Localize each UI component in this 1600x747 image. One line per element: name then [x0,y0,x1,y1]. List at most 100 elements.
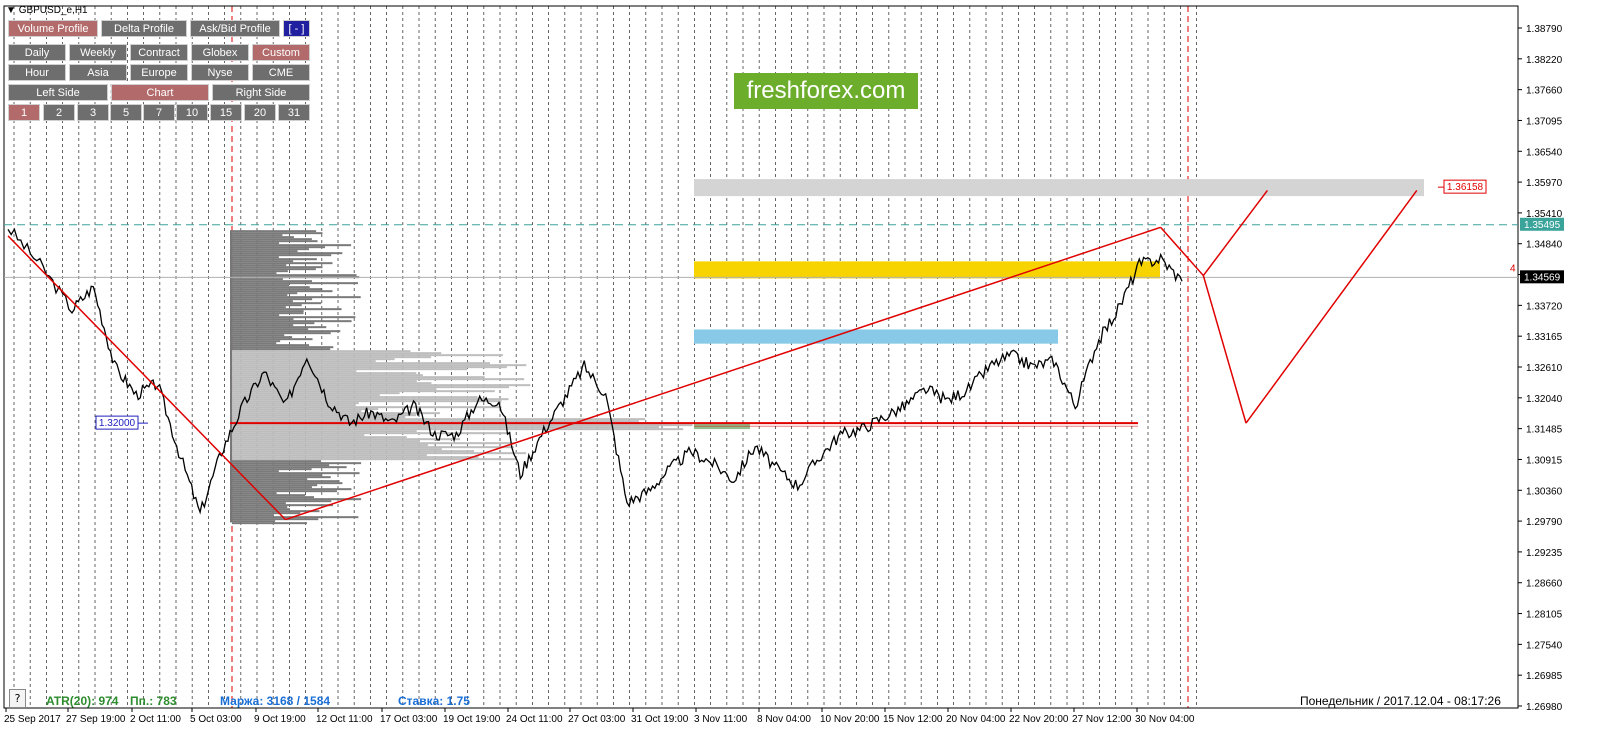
profile-bar [232,330,341,333]
profile-bar [232,410,362,413]
profile-bar [232,306,286,309]
profile-bar [232,266,323,269]
toolbar-button-20[interactable]: 20 [244,104,276,121]
toolbar-button-custom[interactable]: Custom [252,44,310,61]
profile-bar [232,406,502,409]
brand-logo: freshforex.com [734,73,918,109]
profile-bar [232,412,440,415]
profile-bar [232,480,340,483]
profile-bar [232,452,527,455]
profile-bar [232,294,288,297]
profile-bar [232,436,407,439]
toolbar-button-delta-profile[interactable]: Delta Profile [101,20,187,37]
toolbar-button-7[interactable]: 7 [143,104,175,121]
toolbar-button-globex[interactable]: Globex [191,44,249,61]
x-tick-label: 27 Nov 12:00 [1072,714,1132,725]
y-tick-label: 1.35410 [1526,209,1563,220]
profile-bar [232,518,319,521]
profile-bar [232,238,312,241]
toolbar-button-europe[interactable]: Europe [130,64,188,81]
price-tag-box [1520,217,1564,231]
profile-bar [232,474,322,477]
x-tick-label: 30 Nov 04:00 [1135,714,1195,725]
profile-bar [232,344,310,347]
profile-bar [232,368,468,371]
profile-bar [232,382,432,385]
profile-bar [232,284,290,287]
profile-bar [232,504,333,507]
profile-bar [232,418,646,421]
profile-bar [232,376,485,379]
price-levels: 1.36158 1.32000 4 [4,179,1518,430]
trend-line [1160,226,1204,277]
price-line [7,227,1183,515]
toolbar-button-10[interactable]: 10 [176,104,208,121]
profile-bar [232,254,332,257]
profile-bar [232,440,420,443]
profile-bar [232,264,287,267]
profile-bar [232,336,293,339]
toolbar-button-1[interactable]: 1 [8,104,40,121]
toolbar-button-chart[interactable]: Chart [111,84,209,101]
toolbar-button-ask-bid-profile[interactable]: Ask/Bid Profile [190,20,280,37]
profile-bar [232,404,356,407]
profile-bar [232,494,306,497]
y-axis: 1.38790 1.38220 1.37660 1.37095 1.36540 1.359… [1518,24,1564,713]
profile-bar [232,262,333,265]
profile-bar [232,478,308,481]
profile-bar [232,402,359,405]
y-tick-label: 1.28105 [1526,610,1563,621]
profile-bar [232,496,315,499]
x-tick-label: 3 Nov 11:00 [694,714,748,725]
profile-bar [232,298,313,301]
profile-bar [232,470,279,473]
profile-bar [232,374,423,377]
toolbar-button-right-side[interactable]: Right Side [212,84,310,101]
profile-bar [232,510,320,513]
profile-bar [232,472,360,475]
profile-bar [232,432,511,435]
x-tick-label: 5 Oct 03:00 [190,714,242,725]
toolbar-button-5[interactable]: 5 [110,104,142,121]
toolbar-button-cme[interactable]: CME [252,64,310,81]
toolbar-button-nyse[interactable]: Nyse [191,64,249,81]
profile-bar [232,466,347,469]
profile-bar [232,352,442,355]
profile-bar [232,392,400,395]
y-tick-label: 1.26985 [1526,671,1563,682]
toolbar-button-left-side[interactable]: Left Side [8,84,108,101]
profile-bar [232,464,330,467]
toolbar-button-weekly[interactable]: Weekly [69,44,127,61]
profile-bar [232,318,294,321]
zone-blue [694,329,1058,344]
toolbar-button-asia[interactable]: Asia [69,64,127,81]
profile-bar [232,476,331,479]
toolbar-button-hour[interactable]: Hour [8,64,66,81]
toolbar-button-15[interactable]: 15 [210,104,242,121]
toolbar-button-2[interactable]: 2 [43,104,75,121]
help-button[interactable]: ? [9,689,26,708]
target-label: 1.36158 [1447,182,1484,193]
toolbar-button-daily[interactable]: Daily [8,44,66,61]
y-tick-label: 1.32040 [1526,394,1563,405]
toolbar-button-[interactable]: [ - ] [283,20,310,37]
profile-bar [232,516,359,519]
x-tick-label: 27 Sep 19:00 [66,714,126,725]
toolbar-button-volume-profile[interactable]: Volume Profile [8,20,98,37]
toolbar-button-31[interactable]: 31 [278,104,310,121]
profile-bar [232,290,333,293]
profile-bar [232,236,294,239]
profile-bar [232,328,309,331]
y-tick-label: 1.38220 [1526,55,1563,66]
profile-bar [232,366,507,369]
profile-bar [232,246,326,249]
profile-bar [232,332,331,335]
y-tick-label: 1.37095 [1526,116,1563,127]
profile-bar [232,304,302,307]
profile-bar [232,326,327,329]
toolbar-button-contract[interactable]: Contract [130,44,188,61]
y-tick-label: 1.29235 [1526,548,1563,559]
toolbar-button-3[interactable]: 3 [77,104,109,121]
y-tick-label: 1.35970 [1526,178,1563,189]
